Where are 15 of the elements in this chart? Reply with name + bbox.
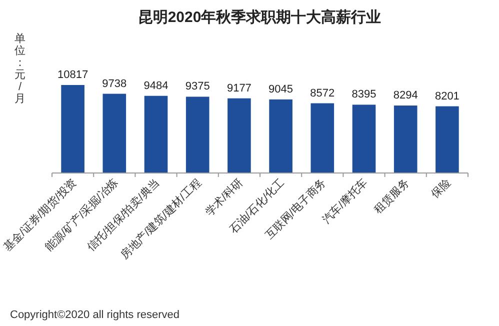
data-label: 8395 [352, 88, 376, 101]
annotation: Copyright©2020 all rights reserved [10, 309, 180, 321]
data-label: 8294 [393, 90, 418, 102]
data-label: 8201 [434, 90, 460, 102]
data-label: 8572 [310, 87, 335, 100]
data-label: 9375 [185, 80, 210, 93]
data-label: 9177 [226, 82, 252, 94]
data-label: 10817 [58, 69, 88, 81]
x-tick-label: 租赁服务 [372, 176, 412, 216]
data-label: 9045 [268, 83, 294, 96]
data-label: 9484 [144, 80, 168, 92]
data-label: 9738 [102, 78, 127, 90]
ylabel: 单位：元/月 [14, 33, 26, 105]
x-tick-label: 保险 [429, 176, 454, 201]
title: 昆明2020年秋季求职期十大高薪行业 [138, 9, 382, 26]
